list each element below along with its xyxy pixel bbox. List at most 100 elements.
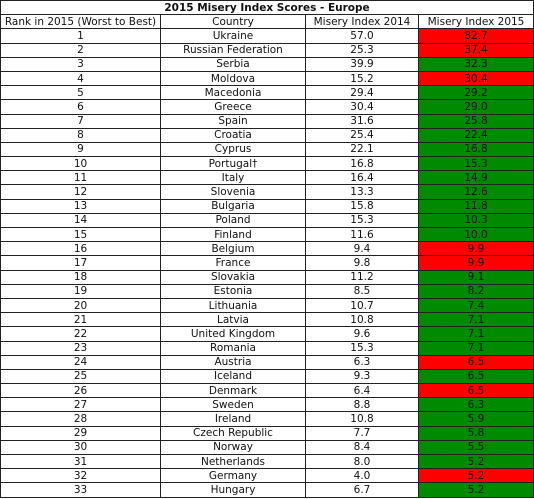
- country-cell: Estonia: [160, 283, 306, 299]
- index-2014-cell: 8.8: [305, 397, 419, 413]
- index-2015-cell: 12.6: [417, 184, 534, 200]
- index-2014-cell: 10.8: [305, 312, 419, 328]
- country-cell: Netherlands: [160, 453, 306, 470]
- rank-cell: 16: [0, 241, 161, 257]
- rank-cell: 21: [0, 312, 161, 328]
- data-row: 7 Spain 31.6 25.8: [0, 113, 534, 129]
- index-2015-cell: 6.3: [417, 397, 534, 413]
- index-2014-cell: 22.1: [305, 141, 419, 158]
- index-2014-cell: 9.6: [305, 326, 419, 342]
- data-row: 19 Estonia 8.5 8.2: [0, 283, 534, 299]
- rank-cell: 20: [0, 297, 161, 314]
- country-cell: Serbia: [160, 56, 306, 72]
- index-2015-cell: 6.5: [417, 368, 534, 385]
- rank-cell: 33: [0, 482, 161, 498]
- index-2014-cell: 15.3: [305, 212, 419, 229]
- index-2015-cell: 5.2: [417, 468, 534, 484]
- data-row: 32 Germany 4.0 5.2: [0, 468, 534, 484]
- header-cell: Misery Index 2015: [417, 14, 534, 30]
- index-2014-cell: 29.4: [305, 85, 419, 101]
- rank-cell: 11: [0, 170, 161, 186]
- rank-cell: 17: [0, 255, 161, 271]
- index-2014-cell: 4.0: [305, 468, 419, 484]
- rank-cell: 28: [0, 411, 161, 427]
- data-row: 15 Finland 11.6 10.0: [0, 226, 534, 243]
- country-cell: Slovenia: [160, 184, 306, 200]
- country-cell: Italy: [160, 170, 306, 186]
- data-row: 24 Austria 6.3 6.5: [0, 354, 534, 370]
- index-2015-cell: 30.4: [417, 70, 534, 87]
- index-2015-cell: 32.3: [417, 56, 534, 72]
- country-cell: Romania: [160, 340, 306, 356]
- index-2014-cell: 9.4: [305, 241, 419, 257]
- index-2015-cell: 29.0: [417, 99, 534, 115]
- index-2015-cell: 7.1: [417, 312, 534, 328]
- rank-cell: 27: [0, 397, 161, 413]
- data-row: 2 Russian Federation 25.3 37.4: [0, 42, 534, 58]
- index-2014-cell: 8.5: [305, 283, 419, 299]
- country-cell: Moldova: [160, 70, 306, 87]
- index-2015-cell: 10.0: [417, 226, 534, 243]
- data-row: 23 Romania 15.3 7.1: [0, 340, 534, 356]
- country-cell: Germany: [160, 468, 306, 484]
- index-2015-cell: 16.8: [417, 141, 534, 158]
- index-2015-cell: 25.8: [417, 113, 534, 129]
- index-2014-cell: 10.7: [305, 297, 419, 314]
- index-2014-cell: 8.4: [305, 439, 419, 456]
- rank-cell: 30: [0, 439, 161, 456]
- rank-cell: 14: [0, 212, 161, 229]
- country-cell: Austria: [160, 354, 306, 370]
- data-row: 29 Czech Republic 7.7 5.8: [0, 425, 534, 441]
- rank-cell: 2: [0, 42, 161, 58]
- country-cell: United Kingdom: [160, 326, 306, 342]
- index-2015-cell: 7.1: [417, 340, 534, 356]
- rank-cell: 5: [0, 85, 161, 101]
- index-2015-cell: 11.8: [417, 198, 534, 214]
- country-cell: Norway: [160, 439, 306, 456]
- index-2015-cell: 6.5: [417, 354, 534, 370]
- index-2014-cell: 9.3: [305, 368, 419, 385]
- index-2015-cell: 5.2: [417, 453, 534, 470]
- index-2015-cell: 5.8: [417, 425, 534, 441]
- country-cell: Lithuania: [160, 297, 306, 314]
- rank-cell: 10: [0, 156, 161, 172]
- country-cell: Hungary: [160, 482, 306, 498]
- rank-cell: 24: [0, 354, 161, 370]
- index-2014-cell: 11.2: [305, 269, 419, 285]
- country-cell: Croatia: [160, 127, 306, 143]
- rank-cell: 7: [0, 113, 161, 129]
- index-2015-cell: 9.9: [417, 241, 534, 257]
- rank-cell: 9: [0, 141, 161, 158]
- index-2014-cell: 25.4: [305, 127, 419, 143]
- index-2015-cell: 82.7: [417, 28, 534, 44]
- country-cell: Cyprus: [160, 141, 306, 158]
- rank-cell: 23: [0, 340, 161, 356]
- data-row: 14 Poland 15.3 10.3: [0, 212, 534, 229]
- index-2014-cell: 13.3: [305, 184, 419, 200]
- title-row: 2015 Misery Index Scores - Europe: [0, 0, 534, 16]
- index-2014-cell: 11.6: [305, 226, 419, 243]
- index-2015-cell: 14.9: [417, 170, 534, 186]
- index-2015-cell: 37.4: [417, 42, 534, 58]
- data-row: 6 Greece 30.4 29.0: [0, 99, 534, 115]
- country-cell: Finland: [160, 226, 306, 243]
- rank-cell: 4: [0, 70, 161, 87]
- index-2015-cell: 7.4: [417, 297, 534, 314]
- index-2015-cell: 5.9: [417, 411, 534, 427]
- data-row: 26 Denmark 6.4 6.5: [0, 383, 534, 399]
- country-cell: Poland: [160, 212, 306, 229]
- index-2014-cell: 15.8: [305, 198, 419, 214]
- index-2015-cell: 7.1: [417, 326, 534, 342]
- country-cell: Denmark: [160, 383, 306, 399]
- country-cell: Czech Republic: [160, 425, 306, 441]
- index-2015-cell: 22.4: [417, 127, 534, 143]
- index-2015-cell: 15.3: [417, 156, 534, 172]
- data-row: 31 Netherlands 8.0 5.2: [0, 453, 534, 470]
- country-cell: Russian Federation: [160, 42, 306, 58]
- rank-cell: 22: [0, 326, 161, 342]
- header-row: Rank in 2015 (Worst to Best) Country Miser…: [0, 14, 534, 30]
- data-row: 22 United Kingdom 9.6 7.1: [0, 326, 534, 342]
